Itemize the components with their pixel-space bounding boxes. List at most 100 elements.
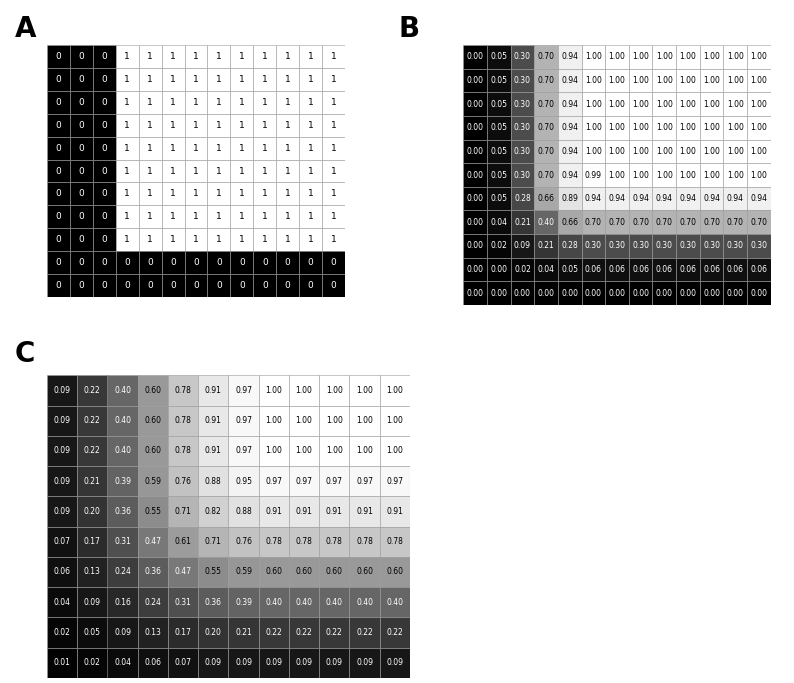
Bar: [70, 251, 93, 274]
Bar: [162, 45, 184, 68]
Text: 1.00: 1.00: [608, 76, 626, 85]
Bar: [47, 557, 77, 587]
Text: 0.66: 0.66: [538, 194, 554, 203]
Text: 1: 1: [285, 143, 291, 152]
Text: 1: 1: [308, 212, 314, 221]
Bar: [349, 497, 380, 527]
Text: 0.94: 0.94: [585, 194, 602, 203]
Text: 1: 1: [193, 98, 198, 107]
Text: 0.39: 0.39: [235, 598, 252, 607]
Bar: [259, 436, 289, 466]
Bar: [116, 160, 139, 182]
Text: 0.00: 0.00: [585, 289, 602, 298]
Text: 1: 1: [330, 98, 337, 107]
Text: 0.02: 0.02: [54, 628, 71, 637]
Text: 1: 1: [262, 235, 268, 245]
Bar: [229, 466, 259, 497]
Text: 0: 0: [56, 281, 61, 290]
Text: 0.78: 0.78: [295, 537, 313, 546]
Bar: [319, 497, 349, 527]
Text: 0.97: 0.97: [265, 477, 283, 486]
Bar: [299, 160, 322, 182]
Bar: [70, 113, 93, 137]
Text: 1: 1: [170, 189, 176, 199]
Bar: [605, 139, 629, 163]
Text: 0.06: 0.06: [585, 265, 602, 274]
Bar: [253, 45, 276, 68]
Bar: [380, 617, 410, 647]
Bar: [289, 557, 319, 587]
Bar: [558, 45, 581, 68]
Bar: [511, 116, 534, 139]
Bar: [605, 281, 629, 305]
Bar: [70, 68, 93, 91]
Bar: [47, 45, 70, 68]
Bar: [77, 375, 107, 406]
Text: 0: 0: [147, 258, 153, 267]
Bar: [605, 234, 629, 257]
Text: 0.55: 0.55: [205, 568, 222, 576]
Text: 0.30: 0.30: [656, 241, 673, 251]
Text: 1: 1: [285, 52, 291, 61]
Bar: [116, 228, 139, 251]
Bar: [653, 45, 676, 68]
Bar: [230, 137, 253, 160]
Bar: [289, 406, 319, 436]
Text: 0: 0: [147, 281, 153, 290]
Text: 0.22: 0.22: [84, 447, 101, 456]
Text: 1: 1: [125, 52, 130, 61]
Bar: [629, 116, 653, 139]
Text: 1: 1: [262, 167, 268, 176]
Text: 0.09: 0.09: [54, 477, 71, 486]
Text: 1: 1: [216, 143, 222, 152]
Bar: [93, 206, 116, 228]
Bar: [511, 92, 534, 116]
Bar: [184, 137, 207, 160]
Bar: [168, 436, 198, 466]
Bar: [139, 228, 162, 251]
Text: 0.91: 0.91: [295, 507, 313, 516]
Text: 1.00: 1.00: [585, 147, 602, 156]
Bar: [723, 92, 747, 116]
Text: 1: 1: [308, 98, 314, 107]
Bar: [299, 251, 322, 274]
Text: 0.05: 0.05: [561, 265, 578, 274]
Bar: [207, 274, 230, 297]
Bar: [322, 137, 345, 160]
Bar: [723, 210, 747, 234]
Text: 1.00: 1.00: [703, 147, 720, 156]
Text: 0.20: 0.20: [205, 628, 222, 637]
Bar: [184, 68, 207, 91]
Text: 0.09: 0.09: [54, 507, 71, 516]
Bar: [322, 68, 345, 91]
Bar: [162, 182, 184, 206]
Bar: [198, 557, 229, 587]
Text: 0: 0: [170, 258, 176, 267]
Bar: [168, 497, 198, 527]
Text: 0.06: 0.06: [54, 568, 71, 576]
Bar: [107, 375, 137, 406]
Bar: [229, 587, 259, 617]
Bar: [676, 163, 700, 187]
Text: 0.21: 0.21: [538, 241, 554, 251]
Bar: [700, 281, 723, 305]
Bar: [700, 257, 723, 281]
Text: 1.00: 1.00: [703, 171, 720, 180]
Bar: [299, 206, 322, 228]
Bar: [700, 45, 723, 68]
Bar: [47, 497, 77, 527]
Text: 0.91: 0.91: [357, 507, 373, 516]
Bar: [299, 113, 322, 137]
Bar: [107, 557, 137, 587]
Text: 1.00: 1.00: [680, 53, 696, 61]
Text: 0.88: 0.88: [235, 507, 252, 516]
Bar: [349, 557, 380, 587]
Text: 0.30: 0.30: [703, 241, 720, 251]
Text: 0: 0: [56, 167, 61, 176]
Bar: [162, 113, 184, 137]
Bar: [70, 137, 93, 160]
Text: 0.71: 0.71: [205, 537, 222, 546]
Bar: [723, 116, 747, 139]
Bar: [322, 251, 345, 274]
Text: 1: 1: [147, 189, 153, 199]
